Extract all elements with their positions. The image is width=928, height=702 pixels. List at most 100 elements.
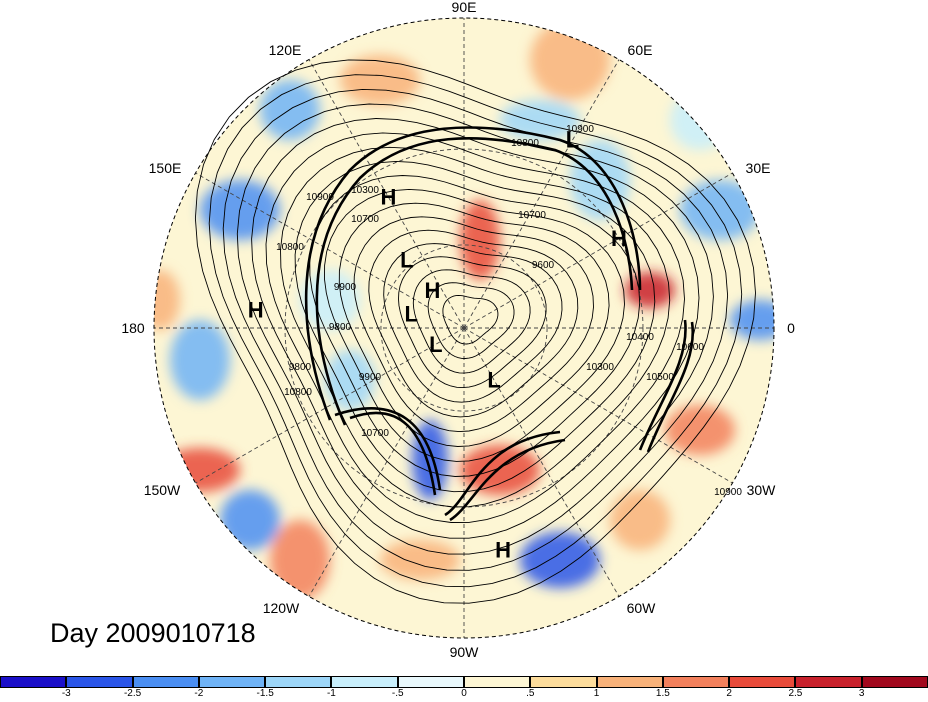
meridian bbox=[195, 327, 465, 484]
colorbar-swatch bbox=[530, 676, 597, 688]
colorbar-swatch bbox=[265, 676, 332, 688]
anomaly-blob bbox=[270, 520, 330, 600]
high-pressure-label: H bbox=[495, 537, 511, 562]
height-contour bbox=[353, 216, 594, 433]
colorbar-swatch bbox=[662, 676, 730, 688]
colorbar-tick-label: -2.5 bbox=[123, 688, 142, 699]
anomaly-blob bbox=[530, 20, 610, 100]
height-contour bbox=[338, 202, 610, 447]
colorbar-tick-label: -1.5 bbox=[256, 688, 274, 699]
height-contour bbox=[194, 59, 756, 604]
contour-label: 10900 bbox=[566, 124, 594, 135]
contour-label: 10700 bbox=[351, 214, 379, 225]
height-contour bbox=[442, 295, 499, 345]
high-pressure-label: H bbox=[380, 185, 396, 210]
contour-label: 10800 bbox=[284, 387, 312, 398]
colorbar-tick-label: 1 bbox=[593, 688, 600, 699]
colorbar-tick-label: -3 bbox=[61, 688, 71, 699]
anomaly-blob bbox=[154, 270, 180, 330]
parallel bbox=[380, 244, 548, 412]
contour-label: 10700 bbox=[361, 428, 389, 439]
colorbar-swatch bbox=[464, 676, 531, 688]
colorbar-tick-label: .5 bbox=[526, 688, 535, 699]
colorbar-tick-label: 2 bbox=[726, 688, 732, 699]
meridian bbox=[463, 327, 733, 484]
low-pressure-label: L bbox=[400, 247, 413, 272]
lon-label-0: 0 bbox=[787, 320, 795, 336]
colorbar-swatch bbox=[729, 676, 796, 688]
jet-streak bbox=[646, 321, 695, 453]
contour-label: 10300 bbox=[351, 185, 379, 196]
anomaly-blob bbox=[570, 140, 630, 220]
graticule bbox=[154, 18, 774, 638]
height-contour bbox=[265, 132, 685, 523]
jet-streak bbox=[349, 411, 437, 496]
colorbar-tick-label: 1.5 bbox=[655, 688, 670, 699]
anomaly-blob bbox=[325, 350, 375, 410]
meridian bbox=[195, 172, 465, 329]
colorbar-swatch bbox=[795, 676, 862, 688]
jet-streaks bbox=[304, 126, 695, 522]
height-contour bbox=[398, 256, 547, 389]
height-contour bbox=[309, 175, 641, 477]
contour-label: 9900 bbox=[359, 372, 382, 383]
colorbar-swatch bbox=[198, 676, 266, 688]
height-contour bbox=[251, 118, 700, 539]
anomaly-blob bbox=[520, 532, 600, 588]
height-contour bbox=[383, 243, 563, 403]
contour-label: 10700 bbox=[518, 210, 546, 221]
colorbar-swatch bbox=[596, 676, 663, 688]
jet-streak bbox=[334, 407, 442, 491]
colorbar-tick-label: -1 bbox=[326, 688, 336, 699]
lon-label-30e: 30E bbox=[746, 160, 771, 176]
contour-label: 10900 bbox=[714, 487, 742, 498]
colorbar-tick-label: 0 bbox=[461, 688, 467, 699]
contour-labels: 10900 10800 10700 10900 10300 10700 9900 9800 98… bbox=[276, 124, 742, 498]
contour-label: 10800 bbox=[511, 138, 539, 149]
anomaly-blob bbox=[460, 445, 540, 495]
colorbar-tick-label: 3 bbox=[858, 688, 865, 699]
jet-streak bbox=[304, 126, 642, 421]
meridian bbox=[463, 327, 620, 597]
anomaly-blob bbox=[170, 320, 230, 400]
colorbar-swatch bbox=[66, 676, 133, 688]
lon-label-90w: 90W bbox=[450, 644, 480, 660]
low-pressure-label: L bbox=[404, 301, 417, 326]
lon-label-120w: 120W bbox=[263, 600, 300, 616]
contour-label: 10400 bbox=[626, 332, 654, 343]
low-pressure-label: L bbox=[487, 368, 500, 393]
colorbar bbox=[0, 676, 928, 690]
colorbar-tick-label: 2.5 bbox=[788, 688, 803, 699]
lon-label-150e: 150E bbox=[149, 160, 182, 176]
jet-streak bbox=[638, 319, 687, 451]
anomaly-blob bbox=[380, 540, 460, 580]
high-pressure-label: H bbox=[424, 278, 440, 303]
height-contour bbox=[324, 188, 625, 462]
anomaly-blob bbox=[220, 490, 280, 550]
anomaly-blob bbox=[680, 180, 760, 240]
low-pressure-label: L bbox=[429, 332, 442, 357]
colorbar-tick-label: -2 bbox=[194, 688, 204, 699]
lon-label-180: 180 bbox=[121, 320, 145, 336]
map-title: Day 2009010718 bbox=[50, 618, 256, 648]
height-contours bbox=[194, 59, 756, 604]
contour-label: 9800 bbox=[329, 322, 352, 333]
colorbar-swatch bbox=[331, 676, 398, 688]
jet-streak bbox=[315, 136, 634, 426]
map-boundary bbox=[153, 17, 775, 639]
meridian bbox=[308, 327, 465, 597]
height-contour bbox=[368, 229, 579, 418]
jet-streak bbox=[449, 438, 566, 522]
colorbar-tick-label: -.5 bbox=[391, 688, 404, 699]
anomaly-blob bbox=[665, 405, 735, 455]
contour-label: 9900 bbox=[334, 282, 357, 293]
height-contour bbox=[280, 146, 671, 508]
meridian bbox=[463, 59, 620, 329]
high-pressure-label: H bbox=[611, 226, 627, 251]
contour-label: 10800 bbox=[276, 242, 304, 253]
anomaly-blob bbox=[670, 90, 730, 150]
contour-label: 9800 bbox=[289, 362, 312, 373]
meridian bbox=[308, 59, 465, 329]
lon-label-30w: 30W bbox=[747, 482, 777, 498]
